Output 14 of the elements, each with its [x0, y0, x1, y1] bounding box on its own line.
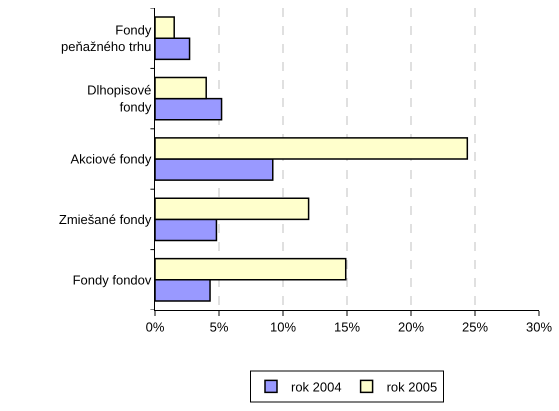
- legend-label: rok 2005: [386, 379, 438, 394]
- y-tick-label: Fondy peňažného trhu: [61, 22, 152, 54]
- x-tick-label: 0%: [146, 320, 165, 335]
- y-tick-label: Fondy fondov: [72, 272, 152, 288]
- y-tick-label: Dlhopisové fondy: [87, 82, 152, 115]
- x-tick-label: 5%: [210, 320, 229, 335]
- y-tick-label: Zmiešané fondy: [58, 212, 152, 227]
- x-tick-label: 20%: [398, 320, 424, 335]
- y-tick-label: Akciové fondy: [70, 152, 152, 167]
- x-tick-label: 10%: [270, 320, 296, 335]
- legend-label: rok 2004: [291, 379, 342, 394]
- x-tick-label: 25%: [462, 320, 488, 335]
- x-tick-label: 30%: [526, 320, 552, 335]
- x-tick-label: 15%: [334, 320, 360, 335]
